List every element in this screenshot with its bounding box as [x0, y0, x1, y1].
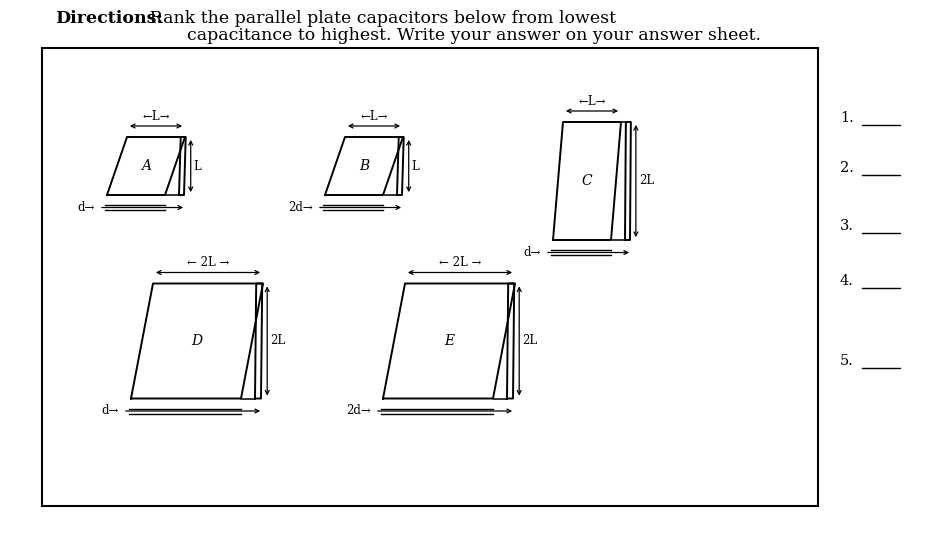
Polygon shape: [397, 137, 404, 195]
Polygon shape: [325, 137, 403, 195]
Text: 2L: 2L: [522, 334, 538, 347]
Polygon shape: [131, 284, 263, 398]
Polygon shape: [179, 137, 186, 195]
Text: B: B: [359, 159, 369, 173]
Text: C: C: [582, 174, 592, 188]
Text: ← 2L →: ← 2L →: [187, 257, 229, 270]
Text: 2d→: 2d→: [346, 405, 371, 418]
Text: 1.: 1.: [840, 111, 854, 125]
Text: L: L: [411, 160, 419, 173]
Text: 3.: 3.: [840, 219, 854, 233]
Polygon shape: [625, 122, 630, 240]
Text: 2d→: 2d→: [288, 201, 313, 214]
Text: ← 2L →: ← 2L →: [439, 257, 482, 270]
Text: ←L→: ←L→: [360, 110, 388, 123]
Text: d→: d→: [78, 201, 95, 214]
Text: Directions:: Directions:: [55, 10, 163, 27]
Text: 5.: 5.: [840, 354, 854, 368]
Bar: [42, 48, 818, 506]
Text: ←L→: ←L→: [142, 110, 170, 123]
Polygon shape: [553, 122, 621, 240]
Text: D: D: [191, 334, 203, 348]
Polygon shape: [255, 284, 263, 398]
Text: 4.: 4.: [840, 274, 854, 288]
Polygon shape: [507, 284, 514, 398]
Text: E: E: [444, 334, 454, 348]
Text: d→: d→: [523, 246, 541, 259]
Text: 2L: 2L: [639, 175, 654, 188]
Text: d→: d→: [101, 405, 119, 418]
Polygon shape: [107, 137, 185, 195]
Text: A: A: [141, 159, 151, 173]
Text: L: L: [193, 160, 202, 173]
Polygon shape: [383, 284, 515, 398]
Text: capacitance to highest. Write your answer on your answer sheet.: capacitance to highest. Write your answe…: [187, 27, 761, 44]
Text: ←L→: ←L→: [578, 95, 606, 108]
Text: Rank the parallel plate capacitors below from lowest: Rank the parallel plate capacitors below…: [144, 10, 616, 27]
Text: 2L: 2L: [270, 334, 285, 347]
Text: 2.: 2.: [840, 161, 854, 175]
